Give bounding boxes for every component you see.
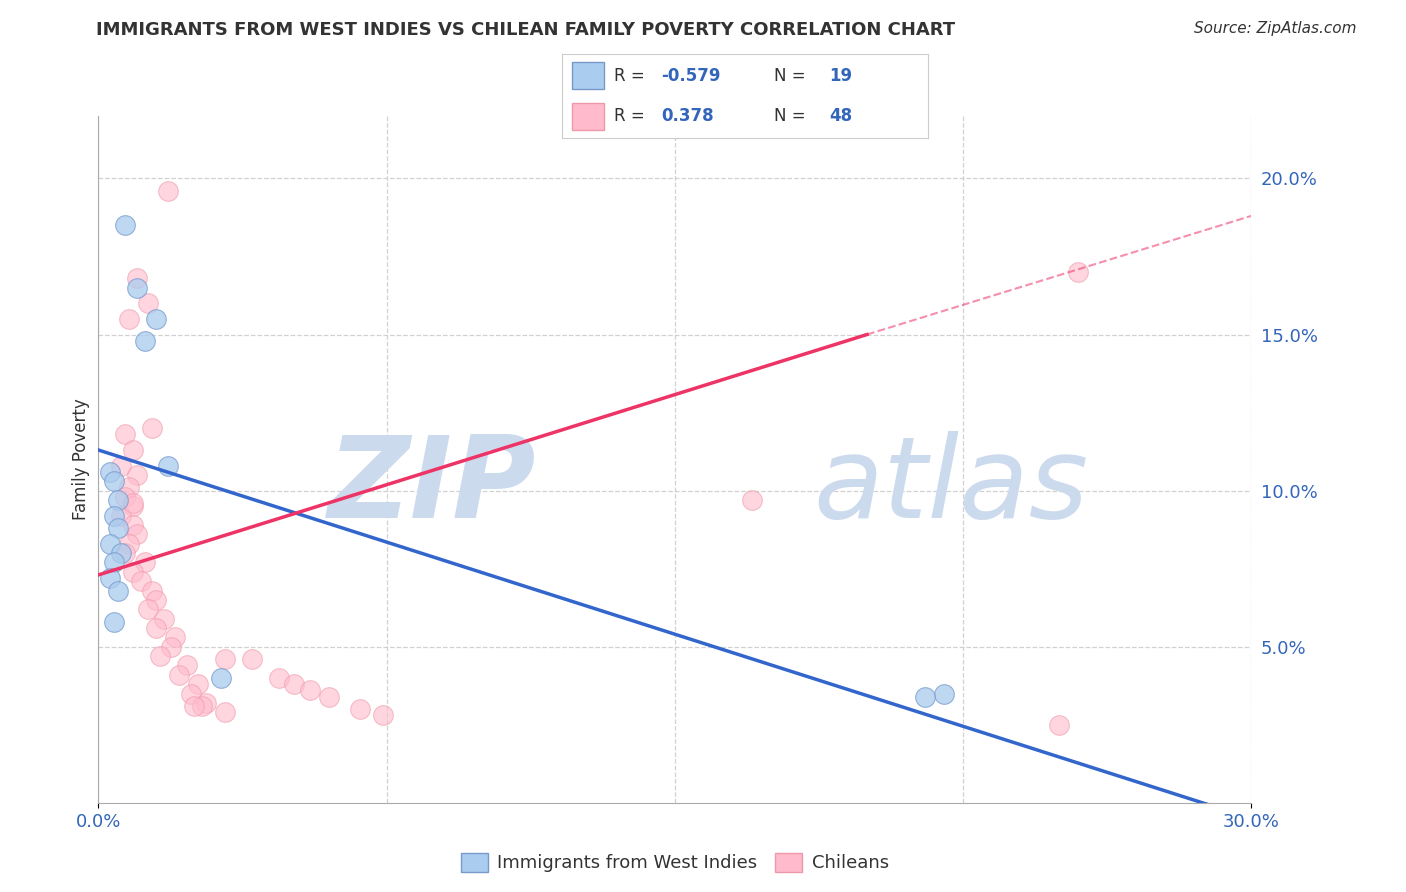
Point: [167, 667, 190, 681]
Text: 48: 48: [830, 107, 852, 125]
Point: [165, 630, 187, 644]
Point: [160, 640, 183, 654]
Point: [107, 583, 129, 598]
Point: [103, 555, 125, 570]
Point: [125, 468, 148, 483]
Point: [152, 612, 174, 626]
Point: [134, 334, 156, 348]
Point: [180, 687, 202, 701]
Point: [371, 708, 394, 723]
Point: [118, 537, 141, 551]
Point: [191, 699, 214, 714]
Point: [114, 427, 136, 442]
Point: [110, 458, 132, 473]
Point: [214, 652, 236, 666]
FancyBboxPatch shape: [571, 62, 605, 89]
Point: [1067, 265, 1090, 279]
Point: [145, 621, 167, 635]
Point: [145, 592, 167, 607]
Point: [122, 496, 145, 510]
Point: [183, 699, 205, 714]
Point: [1047, 717, 1070, 731]
Text: 19: 19: [830, 67, 852, 85]
Point: [122, 443, 145, 458]
Point: [134, 555, 156, 570]
Point: [914, 690, 936, 704]
Point: [176, 658, 198, 673]
Point: [103, 475, 125, 489]
Point: [214, 705, 236, 719]
Point: [349, 702, 371, 716]
Point: [98, 571, 121, 585]
Point: [283, 677, 305, 691]
Text: -0.579: -0.579: [661, 67, 721, 85]
Point: [103, 615, 125, 629]
Point: [318, 690, 340, 704]
Point: [114, 490, 136, 504]
Point: [187, 677, 209, 691]
Point: [267, 671, 290, 685]
Point: [741, 492, 763, 507]
Point: [122, 565, 145, 579]
Point: [122, 517, 145, 532]
Point: [110, 508, 132, 523]
Point: [129, 574, 152, 589]
Text: Source: ZipAtlas.com: Source: ZipAtlas.com: [1194, 21, 1357, 36]
Point: [98, 537, 121, 551]
Point: [107, 492, 129, 507]
Point: [141, 421, 163, 435]
Point: [98, 465, 121, 479]
Text: ZIP: ZIP: [328, 432, 537, 542]
Point: [114, 546, 136, 560]
Point: [932, 687, 955, 701]
Point: [122, 500, 145, 514]
Point: [138, 296, 160, 310]
Point: [103, 508, 125, 523]
Y-axis label: Family Poverty: Family Poverty: [72, 399, 90, 520]
Point: [141, 583, 163, 598]
Point: [114, 219, 136, 233]
Point: [118, 312, 141, 326]
Point: [125, 280, 148, 294]
Point: [110, 546, 132, 560]
Point: [145, 312, 167, 326]
Text: R =: R =: [613, 107, 650, 125]
Point: [209, 671, 232, 685]
Point: [125, 271, 148, 285]
FancyBboxPatch shape: [571, 103, 605, 130]
Text: N =: N =: [775, 67, 811, 85]
Legend: Immigrants from West Indies, Chileans: Immigrants from West Indies, Chileans: [454, 846, 896, 880]
Text: N =: N =: [775, 107, 811, 125]
Point: [298, 683, 321, 698]
Text: IMMIGRANTS FROM WEST INDIES VS CHILEAN FAMILY POVERTY CORRELATION CHART: IMMIGRANTS FROM WEST INDIES VS CHILEAN F…: [96, 21, 955, 38]
Text: 0.378: 0.378: [661, 107, 714, 125]
Point: [138, 602, 160, 616]
Text: atlas: atlas: [813, 432, 1088, 542]
Point: [156, 184, 179, 198]
Point: [125, 527, 148, 541]
Point: [107, 521, 129, 535]
Point: [156, 458, 179, 473]
Point: [195, 696, 218, 710]
Point: [118, 481, 141, 495]
Point: [149, 649, 172, 664]
Text: R =: R =: [613, 67, 650, 85]
Point: [240, 652, 263, 666]
